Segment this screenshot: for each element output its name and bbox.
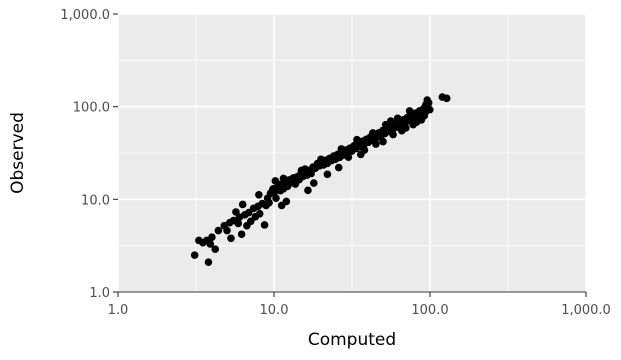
data-point (344, 153, 353, 161)
data-point (353, 135, 361, 144)
x-axis-title: Computed (308, 330, 396, 350)
data-point (442, 94, 451, 103)
data-point (255, 190, 263, 199)
data-point (334, 163, 343, 172)
data-point (409, 120, 417, 129)
y-tick-label: 10.0 (81, 193, 110, 208)
x-tick-label: 10.0 (260, 303, 289, 318)
x-tick-label: 1.0 (108, 303, 129, 318)
data-point (208, 233, 216, 242)
data-point (317, 155, 325, 164)
data-point (307, 169, 315, 178)
x-axis: 1.0 10.0 100.0 1,000.0 (108, 291, 611, 318)
data-point (323, 170, 332, 179)
data-point (356, 150, 365, 159)
data-point (214, 226, 223, 235)
y-tick-label: 1.0 (89, 286, 110, 301)
y-axis: 1.0 10.0 100.0 1,000.0 (60, 8, 118, 301)
data-point (422, 100, 430, 109)
data-point (272, 194, 280, 202)
data-point (265, 198, 273, 207)
x-tick-label: 100.0 (411, 303, 448, 318)
data-point (398, 126, 406, 135)
data-point (260, 221, 269, 229)
data-point (204, 258, 213, 266)
data-point (211, 245, 220, 253)
data-point (227, 234, 235, 243)
data-point (234, 219, 243, 228)
data-point (310, 179, 318, 187)
data-point (417, 116, 426, 124)
data-point (304, 186, 312, 195)
data-points (190, 93, 451, 266)
data-point (379, 137, 387, 146)
data-point (297, 166, 306, 175)
data-point (369, 129, 377, 137)
y-tick-label: 100.0 (73, 101, 110, 116)
y-tick-label: 1,000.0 (60, 8, 110, 23)
data-point (279, 174, 288, 183)
data-point (246, 217, 255, 226)
data-point (386, 117, 395, 125)
data-point (255, 209, 264, 218)
data-point (237, 230, 246, 239)
data-point (282, 197, 291, 206)
data-point (389, 130, 397, 139)
data-point (393, 114, 402, 123)
x-tick-label: 1,000.0 (561, 303, 611, 318)
data-point (405, 107, 414, 115)
data-point (223, 226, 231, 235)
data-point (206, 240, 215, 248)
y-axis-title: Observed (8, 112, 28, 194)
data-point (337, 145, 346, 153)
data-point (238, 200, 247, 209)
data-point (190, 251, 199, 259)
data-point (372, 140, 380, 148)
